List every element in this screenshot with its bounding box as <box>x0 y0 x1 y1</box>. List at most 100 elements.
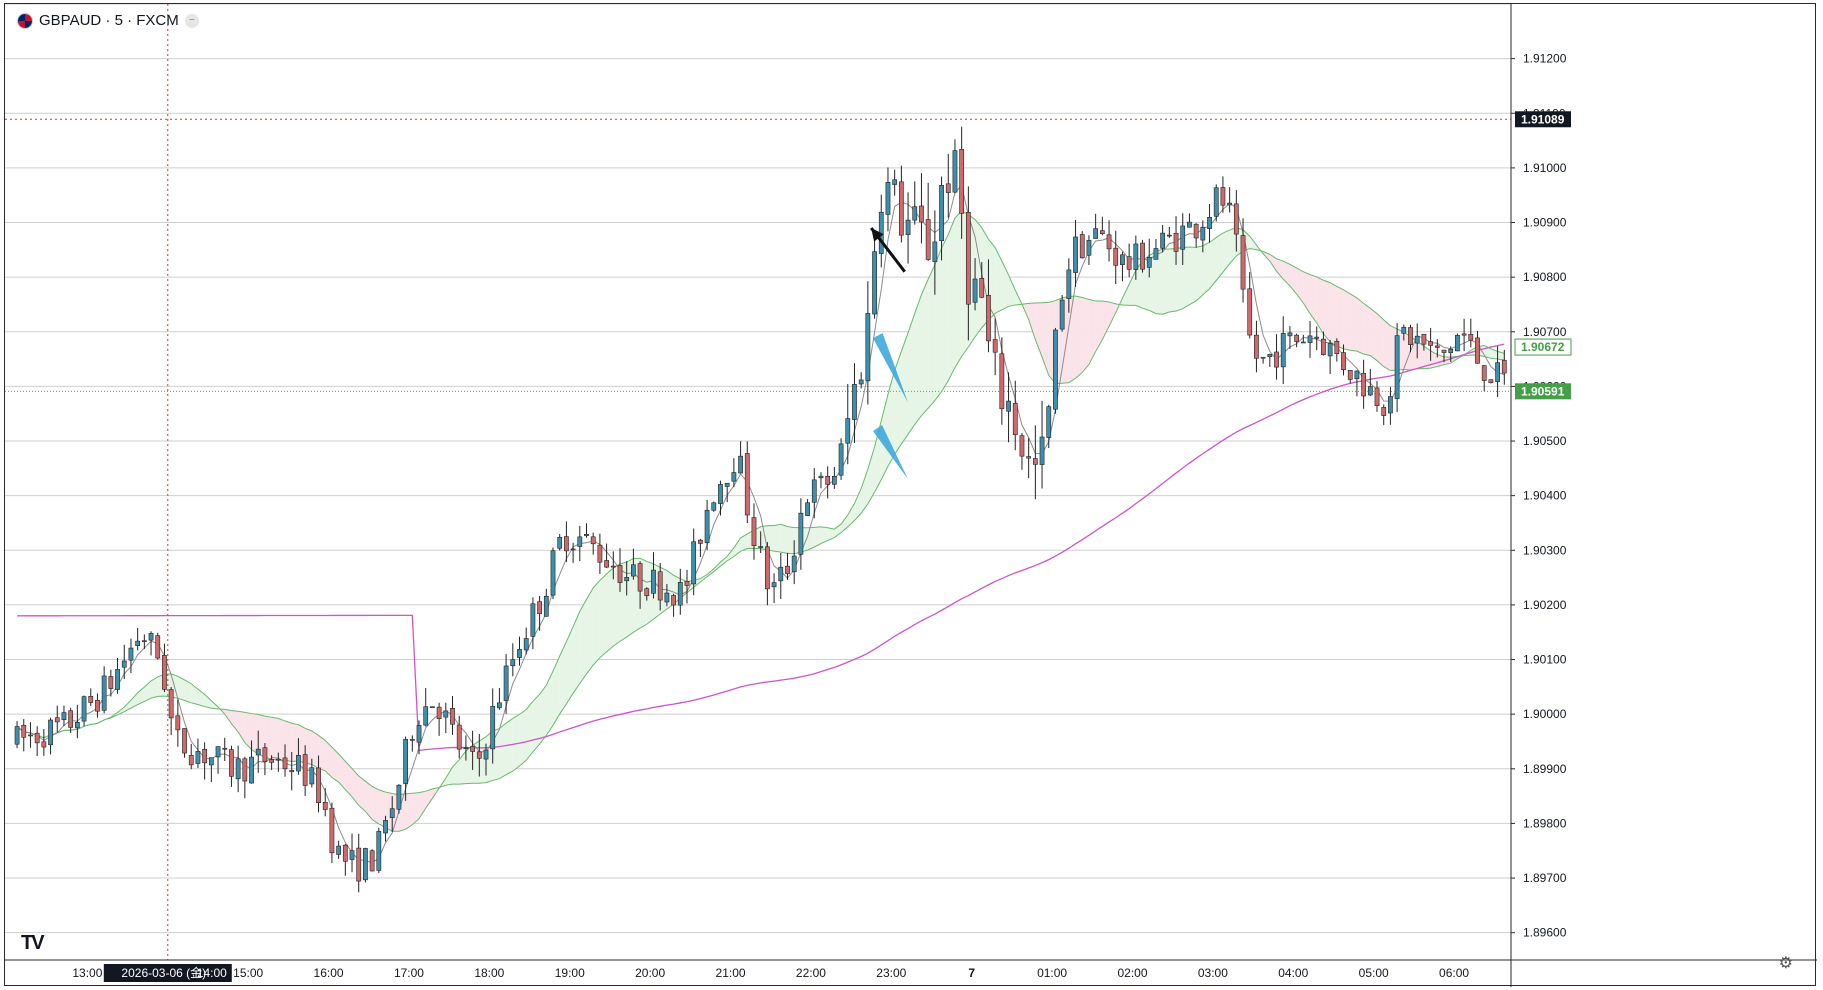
cloud-segment <box>1350 293 1357 352</box>
candle-body <box>28 734 33 737</box>
candle <box>249 740 254 784</box>
price-tick-label: 1.90500 <box>1523 434 1567 448</box>
candle-body <box>289 770 295 773</box>
cloud-segment <box>867 446 875 504</box>
candle-body <box>269 759 275 763</box>
cloud-segment <box>412 792 420 825</box>
candle-body <box>470 746 475 752</box>
candle-body <box>148 633 154 641</box>
candle <box>1267 353 1273 367</box>
candle-body <box>282 757 288 770</box>
cloud-segment <box>251 713 259 754</box>
price-tick-label: 1.90900 <box>1523 216 1567 230</box>
candle <box>188 743 194 770</box>
candle <box>68 707 74 734</box>
candle <box>979 262 985 299</box>
candle-body <box>81 696 87 722</box>
cloud-segment <box>1417 341 1424 369</box>
candle-body <box>1408 327 1413 345</box>
candles[interactable] <box>14 126 1507 893</box>
candle-body <box>21 724 27 738</box>
candle-body <box>1414 335 1420 344</box>
gbp-aud-flag-icon <box>17 12 33 29</box>
candle <box>557 534 563 551</box>
cloud-segment <box>1189 247 1197 305</box>
candle <box>865 281 871 405</box>
candle <box>657 562 663 611</box>
candle <box>463 735 469 761</box>
settings-gear-icon[interactable]: ⚙ <box>1778 955 1793 972</box>
candle-body <box>476 751 482 759</box>
time-tick-label: 19:00 <box>555 966 585 980</box>
cloud-segment <box>559 641 567 714</box>
candle-body <box>610 565 616 568</box>
candle-body <box>235 758 241 780</box>
symbol-title[interactable]: GBPAUD · 5 · FXCM <box>39 12 179 29</box>
cloud-segment <box>606 567 614 652</box>
candle-body <box>1388 396 1393 414</box>
candle <box>135 627 141 651</box>
candle <box>604 543 609 569</box>
grid-lines <box>5 4 1511 934</box>
candle <box>1408 324 1413 353</box>
candle-body <box>74 722 80 729</box>
candle <box>898 165 904 243</box>
collapse-icon[interactable]: − <box>184 13 199 28</box>
candle <box>155 632 161 660</box>
candle-body <box>68 710 74 728</box>
cloud-segment <box>311 730 319 769</box>
candle-body <box>229 749 234 777</box>
cloud-segment <box>1437 354 1445 367</box>
candle-body <box>430 706 435 708</box>
candle-body <box>932 241 938 262</box>
candle <box>1501 349 1507 385</box>
candle <box>939 176 944 261</box>
tradingview-logo-icon[interactable]: TV <box>21 932 45 954</box>
cloud-segment <box>1088 299 1096 365</box>
candle-body <box>731 472 737 482</box>
candle-body <box>503 665 509 701</box>
candle <box>1260 356 1266 364</box>
candle-body <box>61 712 67 720</box>
candle <box>1032 425 1038 500</box>
time-tick-label: 15:00 <box>233 966 263 980</box>
candle-body <box>584 534 589 537</box>
candle-body <box>202 749 208 764</box>
cloud-segment <box>814 526 821 548</box>
candle <box>115 657 120 694</box>
candle <box>831 466 837 489</box>
candle-body <box>208 757 214 766</box>
candle-body <box>1073 236 1078 273</box>
candle-body <box>986 295 991 342</box>
candle-body <box>1347 369 1353 380</box>
candle <box>731 458 737 488</box>
candle <box>1475 330 1480 364</box>
candle <box>34 726 40 757</box>
candle-body <box>141 640 147 643</box>
candle <box>1488 379 1494 384</box>
candle-body <box>885 182 891 215</box>
candle <box>1233 190 1239 252</box>
cloud-segment <box>532 694 540 752</box>
candle <box>229 745 234 787</box>
candle <box>430 706 435 708</box>
candle <box>677 568 683 615</box>
chart-canvas[interactable]: 1.912001.911001.910001.909001.908001.907… <box>5 4 1817 987</box>
cloud-segment <box>1310 274 1317 324</box>
candle-body <box>1173 232 1179 252</box>
candle-body <box>557 536 563 549</box>
candle-body <box>992 339 998 353</box>
cloud-segment <box>1423 346 1431 369</box>
candle <box>1280 316 1286 384</box>
candle-body <box>242 758 248 782</box>
candle-body <box>436 706 442 719</box>
cloud-segment <box>908 313 915 435</box>
candle-body <box>1120 254 1125 265</box>
candle <box>617 548 623 592</box>
candle-body <box>898 181 904 236</box>
cloud-segment <box>298 724 306 763</box>
cloud-segment <box>1169 248 1177 312</box>
candle-body <box>1428 341 1433 346</box>
symbol-header[interactable]: GBPAUD · 5 · FXCM − <box>17 12 199 29</box>
cloud-segment <box>465 745 473 784</box>
